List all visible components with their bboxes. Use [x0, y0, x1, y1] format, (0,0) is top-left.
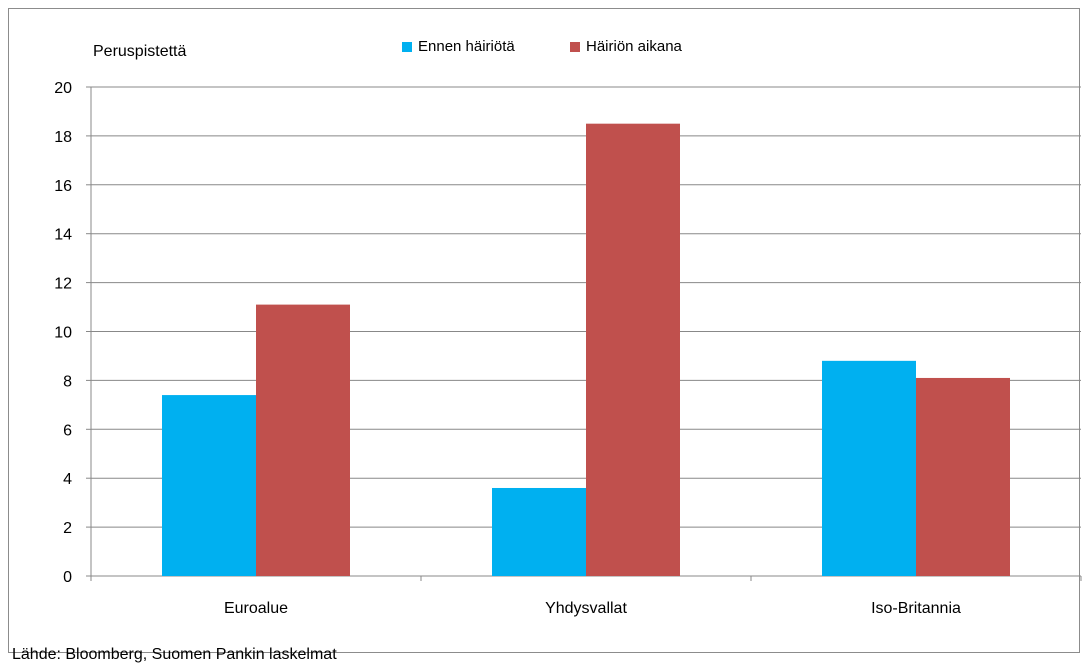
x-tick-label: Iso-Britannia: [871, 600, 961, 617]
legend-item-series-2: Häiriön aikana: [570, 38, 682, 55]
y-tick-label: 8: [63, 373, 72, 390]
legend-label-series-2: Häiriön aikana: [586, 38, 682, 55]
bar-2-2: [586, 123, 680, 577]
source-note: Lähde: Bloomberg, Suomen Pankin laskelma…: [12, 646, 337, 663]
x-tick-label: Euroalue: [224, 600, 288, 617]
y-tick-label: 2: [63, 520, 72, 537]
y-tick-label: 10: [54, 325, 72, 342]
y-tick-label: 20: [54, 80, 72, 97]
x-tick-label: Yhdysvallat: [545, 600, 627, 617]
bar-1-1: [162, 395, 256, 576]
legend-item-series-1: Ennen häiriötä: [402, 38, 515, 55]
y-tick-label: 4: [63, 471, 72, 488]
y-tick-label: 16: [54, 178, 72, 195]
y-tick-label: 12: [54, 276, 72, 293]
bar-1-2: [492, 487, 586, 576]
legend-label-series-1: Ennen häiriötä: [418, 38, 515, 55]
y-tick-label: 18: [54, 129, 72, 146]
y-tick-label: 0: [63, 569, 72, 586]
legend-swatch-series-2: [570, 41, 580, 52]
y-tick-label: 14: [54, 227, 72, 244]
y-tick-label: 6: [63, 422, 72, 439]
bar-1-3: [822, 360, 916, 576]
bar-2-3: [916, 377, 1010, 576]
chart-frame: [8, 8, 1080, 653]
y-axis-label: Peruspistettä: [93, 43, 187, 60]
legend-swatch-series-1: [402, 41, 412, 52]
bar-2-1: [256, 304, 350, 576]
